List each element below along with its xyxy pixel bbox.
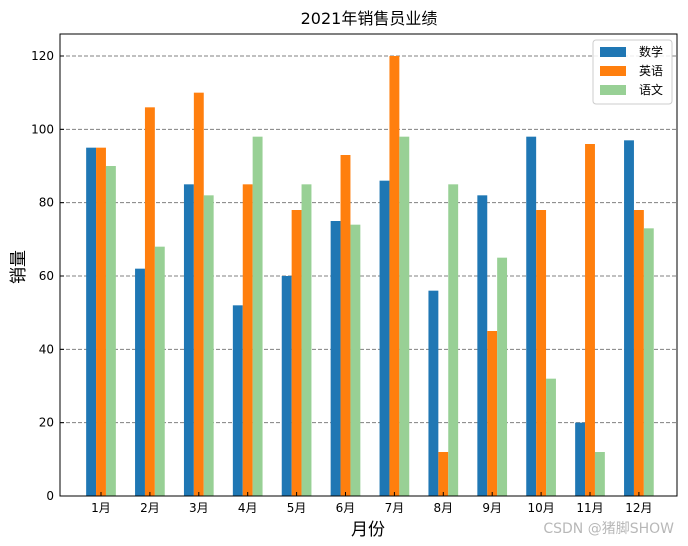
- bar-1-12: [624, 140, 634, 496]
- x-tick-label: 12月: [625, 501, 652, 515]
- bar-2-1: [96, 147, 106, 497]
- y-axis-title: 销量: [9, 250, 29, 284]
- y-tick-label: 40: [39, 342, 54, 356]
- y-tick-label: 80: [39, 196, 54, 210]
- bar-1-9: [477, 195, 488, 496]
- bar-1-11: [575, 422, 586, 496]
- x-axis-title: 月份: [351, 520, 385, 540]
- x-tick-label: 4月: [238, 501, 258, 515]
- bar-3-11: [594, 452, 605, 496]
- bar-1-4: [232, 305, 243, 496]
- x-tick-label: 9月: [482, 501, 502, 515]
- bar-2-4: [242, 184, 253, 496]
- bar-2-9: [487, 331, 498, 496]
- bar-1-8: [428, 290, 439, 496]
- watermark: CSDN @猪脚SHOW: [543, 521, 674, 537]
- bar-3-3: [203, 195, 214, 496]
- x-tick-label: 2月: [140, 501, 160, 515]
- bar-1-1: [86, 147, 97, 497]
- bar-3-5: [301, 184, 312, 496]
- bar-2-10: [536, 210, 547, 496]
- bar-2-2: [144, 107, 155, 496]
- bar-3-8: [448, 184, 459, 496]
- bar-3-12: [643, 228, 654, 496]
- bar-2-7: [389, 56, 400, 496]
- bars: [86, 56, 654, 497]
- bar-3-7: [399, 136, 410, 497]
- legend-label: 数学: [639, 44, 663, 59]
- bar-3-1: [105, 166, 116, 496]
- x-tick-label: 6月: [336, 501, 356, 515]
- bar-1-5: [281, 276, 292, 496]
- y-tick-label: 20: [39, 416, 54, 430]
- bar-1-6: [330, 221, 341, 496]
- bar-2-12: [633, 210, 644, 496]
- bar-1-7: [379, 180, 390, 497]
- bar-3-6: [350, 224, 361, 497]
- y-tick-label: 60: [39, 269, 54, 283]
- x-tick-label: 5月: [287, 501, 307, 515]
- legend-swatch: [600, 47, 626, 57]
- y-tick-label: 0: [46, 489, 54, 503]
- chart-title: 2021年销售员业绩: [301, 9, 438, 28]
- legend-label: 英语: [639, 64, 663, 78]
- bar-1-10: [526, 136, 537, 497]
- x-tick-label: 1月: [91, 501, 111, 515]
- legend-swatch: [600, 85, 626, 95]
- bar-2-5: [291, 210, 302, 496]
- bar-3-4: [252, 136, 263, 497]
- legend-swatch: [600, 66, 626, 76]
- y-tick-label: 120: [31, 49, 54, 63]
- x-tick-label: 11月: [576, 501, 603, 515]
- bar-3-2: [154, 246, 165, 496]
- bar-2-3: [193, 92, 204, 497]
- bar-1-2: [135, 268, 145, 496]
- legend-label: 语文: [639, 82, 663, 97]
- plot-frame: [59, 33, 678, 497]
- y-axis-ticks: 0 20 40 60 80 100 120: [31, 49, 64, 503]
- x-tick-label: 7月: [385, 501, 405, 515]
- x-tick-label: 10月: [527, 501, 554, 515]
- y-tick-label: 100: [31, 122, 54, 136]
- x-axis-ticks: 1月 2月 3月 4月 5月 6月 7月 8月 9月 10月 11月 12月: [91, 492, 653, 515]
- bar-2-8: [438, 452, 449, 496]
- bar-2-6: [340, 155, 351, 496]
- x-tick-label: 3月: [189, 501, 209, 515]
- bar-1-3: [183, 184, 194, 496]
- bar-2-11: [585, 144, 595, 496]
- x-tick-label: 8月: [433, 501, 453, 515]
- bar-3-10: [546, 378, 556, 496]
- bar-3-9: [497, 257, 508, 496]
